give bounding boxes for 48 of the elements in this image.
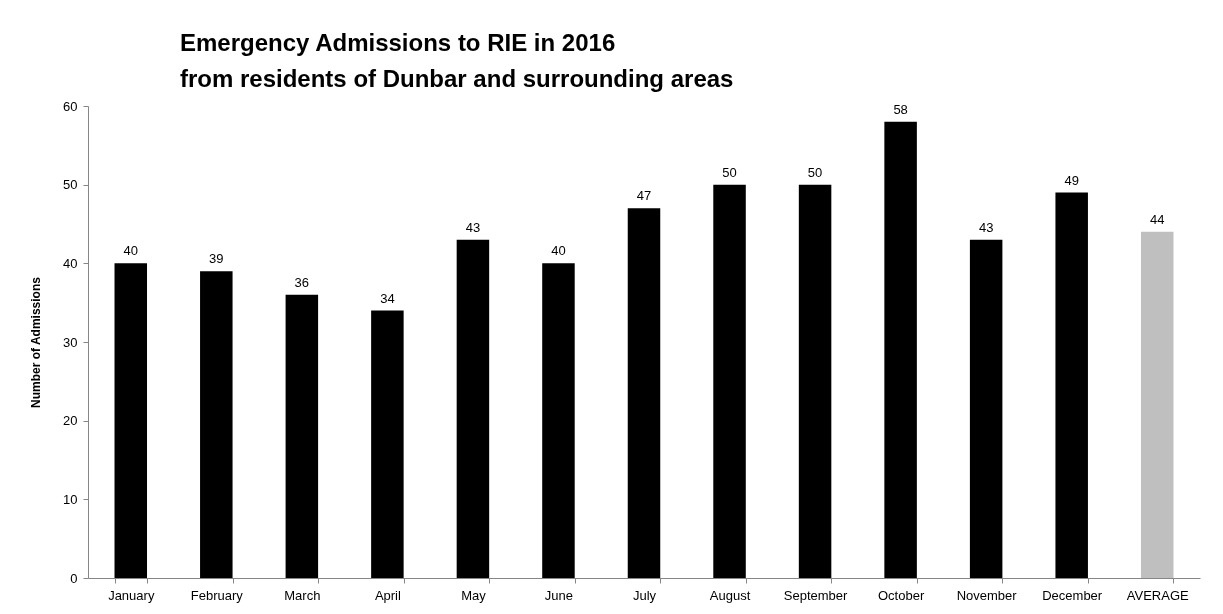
bar (542, 263, 575, 578)
bar (114, 263, 148, 578)
bar (1055, 192, 1088, 578)
data-label: 49 (1064, 172, 1079, 188)
x-tick-label: November (956, 587, 1018, 603)
y-tick-label: 60 (63, 98, 78, 114)
x-tick-label: February (190, 587, 244, 603)
data-label: 39 (209, 251, 224, 267)
x-tick-label: May (461, 587, 487, 603)
data-label: 34 (380, 290, 395, 306)
x-tick-label: December (1042, 587, 1103, 603)
y-tick-label: 20 (63, 413, 78, 429)
y-tick-label: 40 (63, 255, 78, 271)
x-tick-label: April (374, 587, 401, 603)
y-tick-label: 10 (63, 491, 78, 507)
x-tick-label: September (783, 587, 849, 603)
data-label: 58 (893, 101, 908, 117)
bar (285, 294, 319, 578)
data-label: 47 (636, 188, 652, 204)
data-label: 50 (807, 164, 823, 180)
chart-title: Emergency Admissions to RIE in 2016 from residents of Dunbar and surrounding areas (180, 29, 734, 92)
y-tick-label: 30 (63, 334, 78, 350)
data-label: 50 (722, 164, 737, 180)
data-label: 43 (978, 219, 994, 235)
bar (798, 184, 832, 578)
x-tick-label: January (108, 587, 155, 603)
bar (627, 208, 661, 578)
data-label: 44 (1150, 211, 1165, 227)
bar (371, 310, 404, 578)
data-label: 36 (294, 274, 310, 290)
data-label: 43 (465, 219, 481, 235)
data-label: 40 (123, 243, 138, 259)
x-tick-label: AVERAGE (1126, 587, 1189, 603)
bar (884, 121, 917, 578)
y-axis-title: Number of Admissions (29, 276, 44, 408)
bar (456, 239, 490, 578)
bar (1140, 231, 1174, 578)
bar (200, 271, 233, 578)
x-tick-label: March (284, 587, 321, 603)
y-tick-label: 0 (70, 570, 78, 586)
x-tick-label: August (709, 587, 751, 603)
x-tick-label: July (632, 587, 657, 603)
bar (969, 239, 1003, 578)
data-label: 40 (551, 243, 566, 259)
y-tick-label: 50 (63, 177, 78, 193)
bar (713, 184, 746, 578)
x-tick-label: June (544, 587, 574, 603)
x-tick-label: October (877, 587, 925, 603)
